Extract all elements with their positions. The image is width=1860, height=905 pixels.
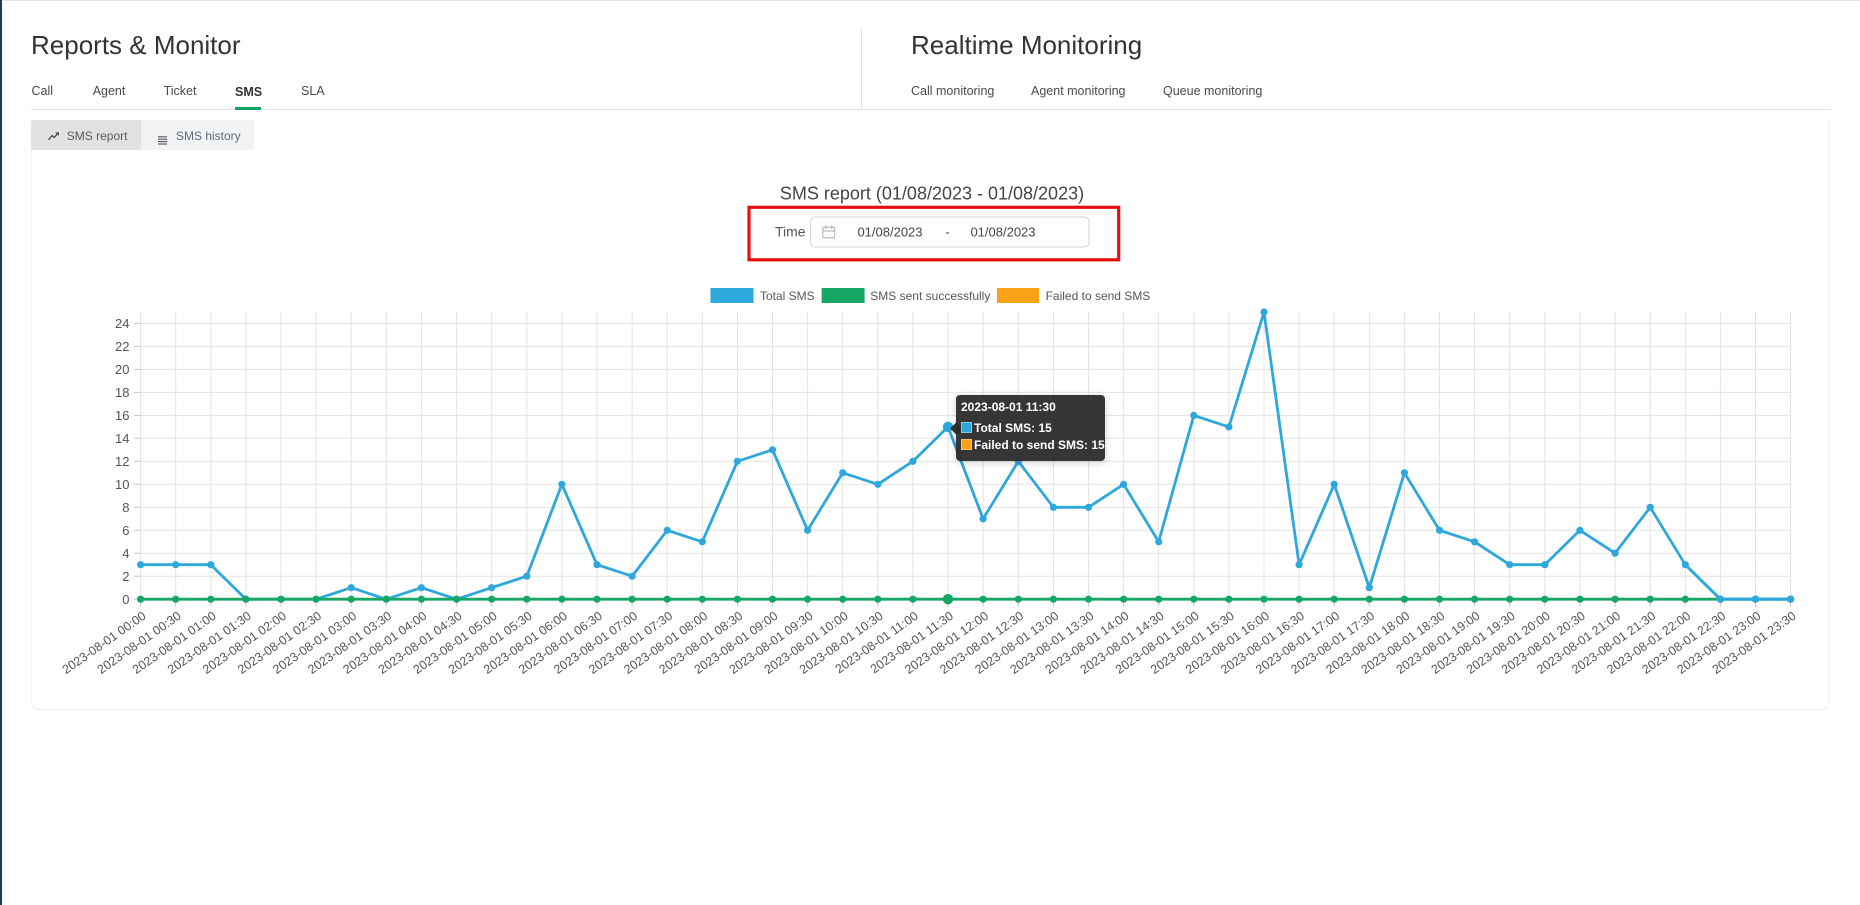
svg-text:20: 20 (115, 362, 129, 377)
svg-text:Failed to send SMS: Failed to send SMS (1046, 289, 1151, 303)
svg-text:Total SMS: Total SMS (760, 289, 815, 303)
svg-text:24: 24 (115, 316, 129, 331)
svg-text:01/08/2023: 01/08/2023 (970, 225, 1035, 240)
svg-text:22: 22 (115, 339, 129, 354)
svg-text:2: 2 (122, 569, 129, 584)
svg-text:4: 4 (122, 546, 129, 561)
svg-text:12: 12 (115, 454, 129, 469)
svg-text:SMS sent successfully: SMS sent successfully (870, 289, 990, 303)
svg-text:8: 8 (122, 500, 129, 515)
svg-text:16: 16 (115, 408, 129, 423)
svg-text:6: 6 (122, 523, 129, 538)
svg-text:0: 0 (122, 592, 129, 607)
svg-text:14: 14 (115, 431, 129, 446)
svg-text:-: - (945, 225, 949, 240)
svg-text:18: 18 (115, 385, 129, 400)
svg-text:01/08/2023: 01/08/2023 (857, 225, 922, 240)
svg-text:10: 10 (115, 477, 129, 492)
svg-text:SMS report (01/08/2023 - 01/08: SMS report (01/08/2023 - 01/08/2023) (780, 184, 1084, 204)
svg-text:Time: Time (775, 223, 806, 239)
